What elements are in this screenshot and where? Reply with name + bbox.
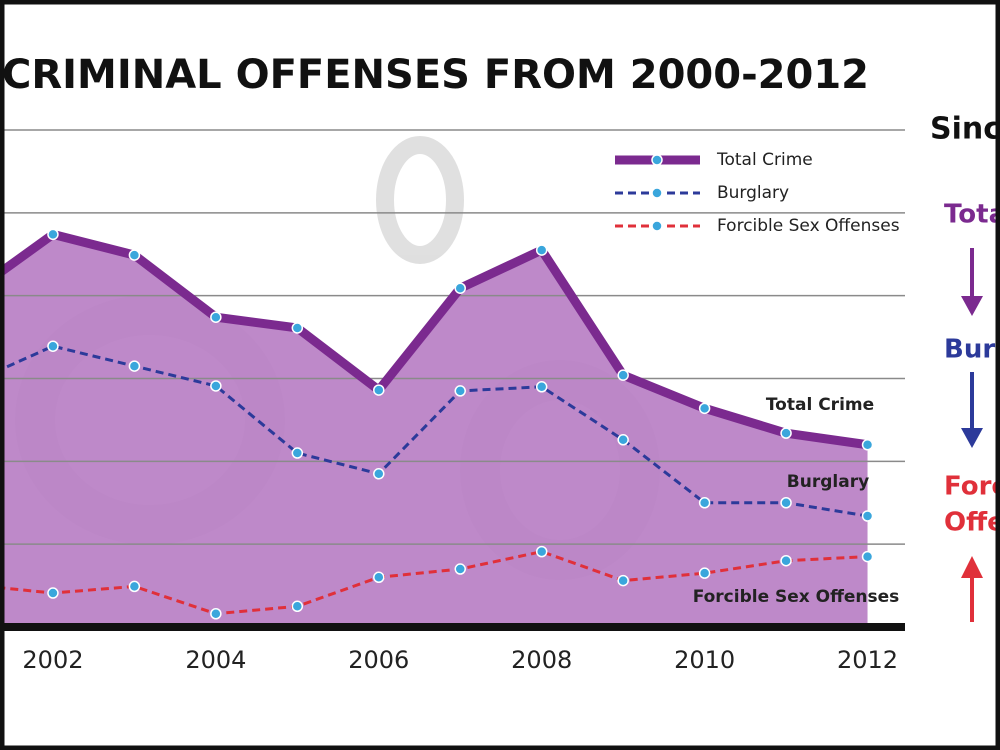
data-point: [291, 322, 304, 334]
chain-link: [376, 136, 464, 264]
side-item: Offe: [944, 508, 1000, 538]
x-tick-label: 2004: [185, 646, 246, 674]
data-point: [128, 249, 141, 261]
data-point: [210, 380, 222, 392]
legend: Total Crime Burglary Forcible Sex Offenses: [615, 150, 900, 236]
data-point: [47, 587, 59, 599]
series-label: Forcible Sex Offenses: [693, 587, 900, 607]
data-point: [780, 554, 792, 567]
side-heading: Since: [930, 112, 1000, 147]
data-point: [617, 434, 629, 446]
data-point: [210, 607, 222, 620]
data-point: [861, 510, 874, 522]
data-point: [454, 282, 466, 294]
legend-dot: [651, 154, 663, 166]
legend-dot: [651, 187, 663, 199]
chart-title: CRIMINAL OFFENSES FROM 2000-2012: [2, 52, 869, 98]
arrow-head: [961, 556, 983, 578]
x-tick-label: 2012: [837, 646, 898, 674]
data-point: [617, 369, 629, 381]
data-point: [128, 580, 141, 593]
data-point: [861, 439, 874, 451]
data-point: [698, 402, 711, 415]
side-panel: Since Tota Burgl Forc Offe: [930, 112, 1000, 538]
data-point: [128, 360, 141, 372]
series-line: [0, 229, 869, 450]
x-tick-label: 2010: [674, 646, 735, 674]
data-point: [535, 244, 548, 256]
data-point: [861, 550, 874, 563]
arrows: [961, 248, 983, 622]
plot-area: 2002 2004 2006 2008 2010 2012 Total Crime Burgl…: [0, 129, 905, 674]
data-point: [617, 574, 629, 587]
x-tick-label: 2006: [348, 646, 409, 674]
x-tick-label: 2008: [511, 646, 572, 674]
legend-label: Total Crime: [716, 150, 813, 170]
side-item: Burgl: [944, 335, 1000, 365]
data-point: [47, 228, 59, 241]
data-point: [210, 311, 222, 323]
data-point: [373, 468, 385, 480]
data-point: [535, 545, 548, 558]
series-label: Burglary: [787, 472, 869, 492]
arrow-head: [961, 296, 983, 316]
legend-dot: [651, 220, 663, 232]
data-point: [291, 600, 304, 613]
data-point: [780, 497, 792, 509]
data-point: [454, 385, 466, 397]
arrow-head: [961, 428, 983, 448]
series-label: Total Crime: [766, 395, 874, 415]
data-point: [698, 497, 711, 509]
side-item: Forc: [944, 472, 1000, 502]
data-point: [535, 381, 548, 393]
data-point: [454, 563, 466, 575]
data-point: [373, 384, 385, 396]
series-line: [0, 344, 868, 518]
x-tick-label: 2002: [22, 646, 83, 674]
area: [0, 234, 868, 627]
data-point: [373, 571, 385, 584]
series-line: [0, 550, 868, 616]
data-point: [47, 340, 59, 352]
side-item: Tota: [944, 200, 1000, 230]
data-point: [780, 427, 792, 439]
data-point: [291, 447, 304, 459]
legend-label: Forcible Sex Offenses: [717, 216, 900, 236]
data-point: [698, 567, 711, 579]
legend-label: Burglary: [717, 183, 789, 203]
